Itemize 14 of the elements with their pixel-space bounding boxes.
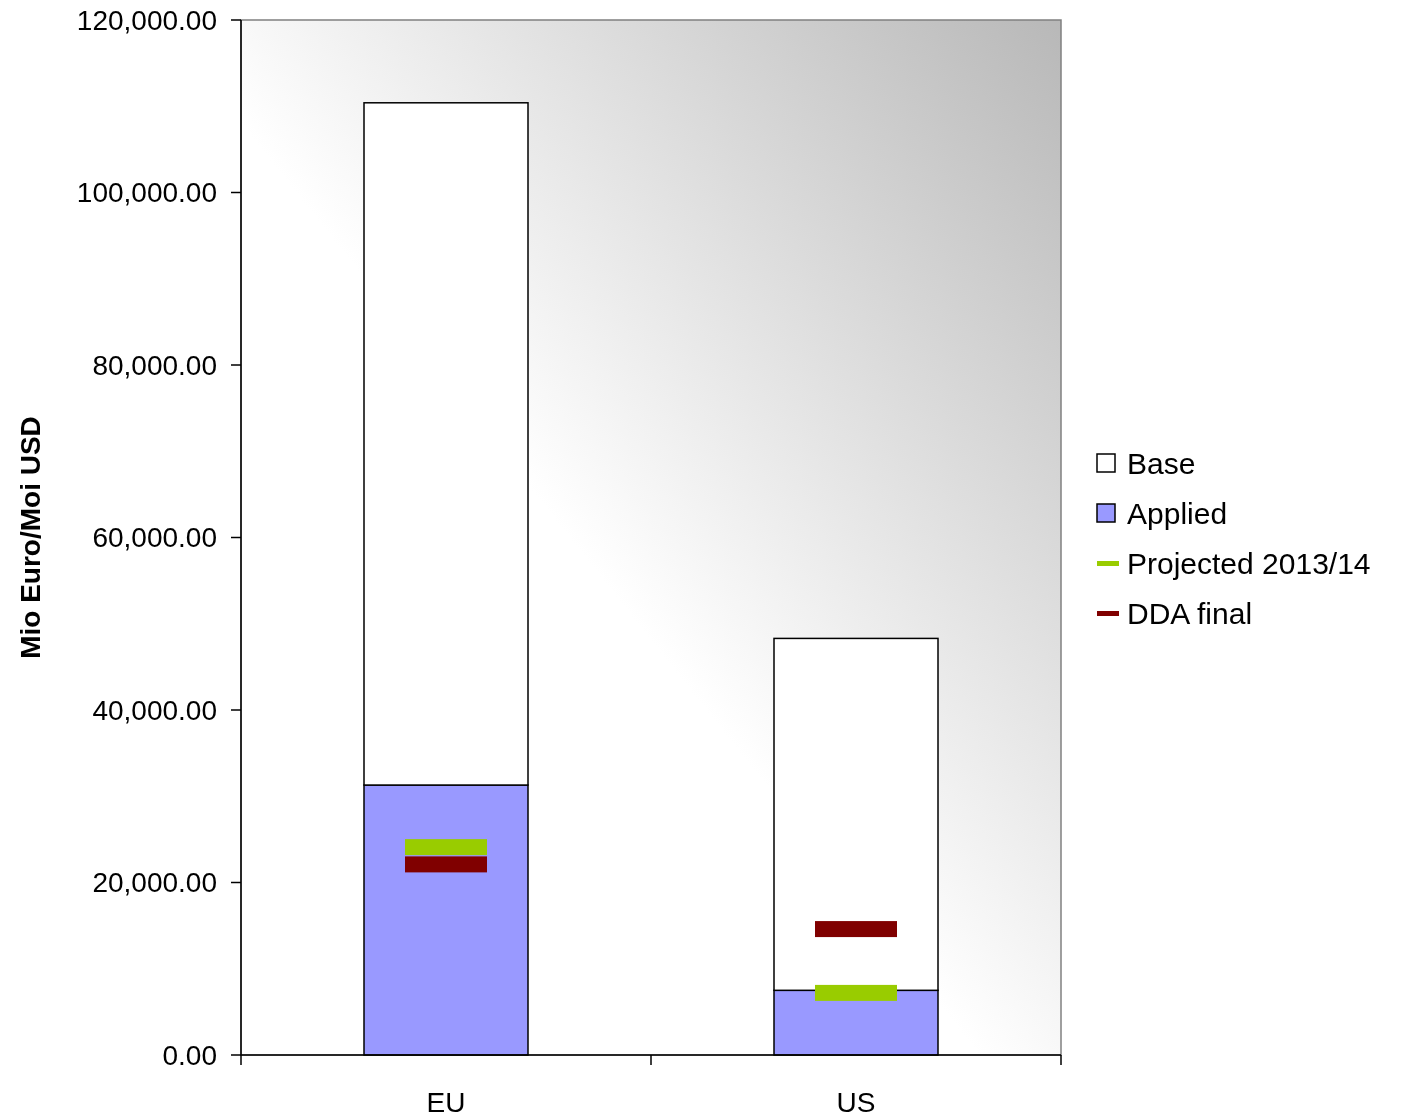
legend-label: Projected 2013/14 <box>1127 546 1371 580</box>
y-tick-label: 60,000.00 <box>92 522 217 554</box>
legend-label: Base <box>1127 446 1196 480</box>
y-tick-label: 80,000.00 <box>92 349 217 381</box>
y-tick-label: 40,000.00 <box>92 694 217 726</box>
y-tick-label: 20,000.00 <box>92 867 217 899</box>
y-axis-title: Mio Euro/Moi USD <box>15 416 46 659</box>
y-tick-label: 120,000.00 <box>76 4 217 36</box>
y-tick-label: 0.00 <box>162 1039 217 1071</box>
x-tick-label: EU <box>426 1087 466 1118</box>
legend-label: DDA final <box>1127 596 1253 630</box>
legend-label: Applied <box>1127 496 1228 530</box>
y-tick-label: 100,000.00 <box>76 177 217 209</box>
x-tick-label: US <box>836 1087 876 1118</box>
